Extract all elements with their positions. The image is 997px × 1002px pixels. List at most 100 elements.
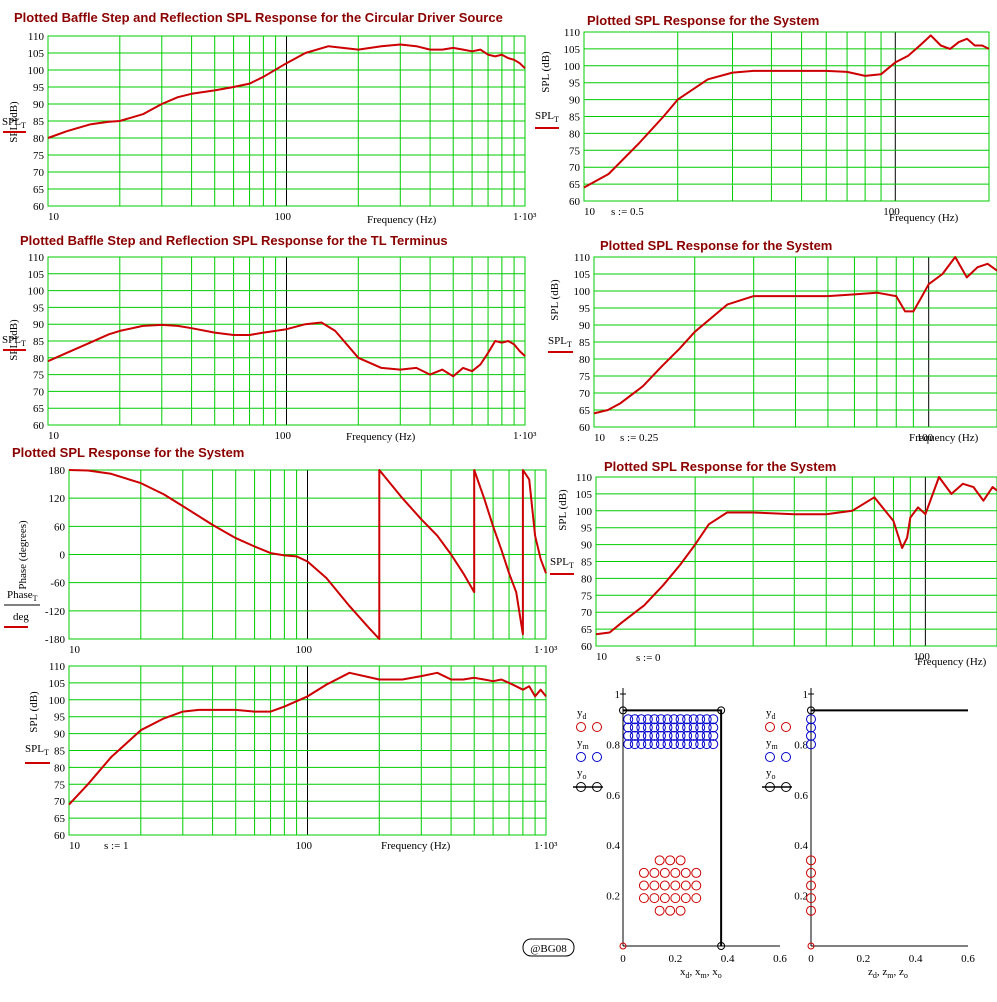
y-tick-label: 0.2 xyxy=(606,891,620,903)
legend-label: SPLT xyxy=(2,334,26,348)
legend-marker-m xyxy=(593,753,602,762)
x-tick-label: 10 xyxy=(594,432,606,444)
y-tick-label: 90 xyxy=(569,95,581,107)
y-tick-label: -120 xyxy=(45,606,66,618)
chart-title: Plotted Baffle Step and Reflection SPL R… xyxy=(14,10,503,25)
y-tick-label: 100 xyxy=(576,506,593,518)
y-tick-label: 95 xyxy=(579,303,591,315)
x-axis-label: zd, zm, zo xyxy=(868,966,908,980)
marker-d xyxy=(676,906,685,915)
y-tick-label: 110 xyxy=(28,252,45,264)
legend-label: SPLT xyxy=(25,743,49,757)
y-tick-label: 110 xyxy=(574,252,591,264)
note: s := 1 xyxy=(104,840,129,852)
legend-marker-m xyxy=(766,753,775,762)
y-tick-label: 85 xyxy=(581,557,593,569)
y-tick-label: 90 xyxy=(579,320,591,332)
legend-marker-m xyxy=(577,753,586,762)
y-tick-label: 0.6 xyxy=(794,790,808,802)
marker-d xyxy=(655,856,664,865)
y-tick-label: 100 xyxy=(564,61,581,73)
x-tick-label: 0 xyxy=(808,953,814,965)
y-tick-label: 70 xyxy=(581,607,593,619)
y-tick-label: 60 xyxy=(33,201,45,213)
x-tick-label: 1·10³ xyxy=(513,430,537,442)
y-tick-label: 90 xyxy=(33,319,45,331)
y-tick-label: 80 xyxy=(54,762,66,774)
legend-label: SPLT xyxy=(2,116,26,130)
y-tick-label: 105 xyxy=(28,48,45,60)
y-tick-label: 80 xyxy=(33,133,45,145)
marker-m xyxy=(709,723,718,732)
marker-d xyxy=(692,881,701,890)
y-tick-label: 105 xyxy=(574,269,591,281)
x-tick-label: 0.2 xyxy=(668,953,682,965)
y-axis-label: Phase (degrees) xyxy=(17,520,29,590)
x-tick-label: 0.2 xyxy=(856,953,870,965)
y-tick-label: 110 xyxy=(576,472,593,484)
y-tick-label: 90 xyxy=(33,99,45,111)
legend-marker-d xyxy=(782,723,791,732)
x-tick-label: 10 xyxy=(69,644,81,656)
x-tick-label: 10 xyxy=(584,206,596,218)
y-tick-label: 0 xyxy=(60,550,66,562)
x-tick-label: 10 xyxy=(48,430,60,442)
chart-title: Plotted SPL Response for the System xyxy=(600,238,832,253)
y-tick-label: 70 xyxy=(569,162,581,174)
legend-label: SPLT xyxy=(550,556,574,570)
marker-d xyxy=(655,906,664,915)
marker-d xyxy=(692,894,701,903)
marker-d xyxy=(681,868,690,877)
y-tick-label: 100 xyxy=(574,286,591,298)
y-tick-label: 0.8 xyxy=(606,739,620,751)
legend-marker-d xyxy=(766,723,775,732)
marker-m xyxy=(709,740,718,749)
y-tick-label: 0.4 xyxy=(794,840,808,852)
y-tick-label: 110 xyxy=(49,661,66,673)
y-tick-label: 110 xyxy=(564,27,581,39)
y-tick-label: 105 xyxy=(49,678,66,690)
chart-title: Plotted SPL Response for the System xyxy=(587,13,819,28)
y-tick-label: 70 xyxy=(33,167,45,179)
y-tick-label: 60 xyxy=(579,422,591,434)
y-tick-label: 120 xyxy=(49,493,66,505)
svg-text:yo: yo xyxy=(766,767,776,781)
x-tick-label: 10 xyxy=(596,651,608,663)
y-axis-label: SPL (dB) xyxy=(540,51,552,93)
marker-m xyxy=(709,731,718,740)
y-tick-label: 85 xyxy=(33,116,45,128)
y-tick-label: 65 xyxy=(569,179,581,191)
legend-label: PhaseT xyxy=(7,589,38,603)
y-tick-label: 70 xyxy=(579,388,591,400)
x-tick-label: 0 xyxy=(620,953,626,965)
y-tick-label: 180 xyxy=(49,465,66,477)
y-tick-label: 60 xyxy=(581,641,593,653)
marker-d xyxy=(671,868,680,877)
svg-text:ym: ym xyxy=(766,737,779,751)
svg-text:yd: yd xyxy=(766,707,776,721)
x-axis-label: Frequency (Hz) xyxy=(889,212,959,224)
y-tick-label: 75 xyxy=(569,145,581,157)
y-tick-label: 65 xyxy=(581,624,593,636)
x-axis-label: Frequency (Hz) xyxy=(367,214,437,226)
y-tick-label: 80 xyxy=(569,128,581,140)
marker-m xyxy=(709,715,718,724)
marker-d xyxy=(676,856,685,865)
y-tick-label: 75 xyxy=(579,371,591,383)
scatter-legend: yd ym yo xyxy=(573,707,603,792)
marker-d xyxy=(650,881,659,890)
y-tick-label: -180 xyxy=(45,634,66,646)
y-tick-label: 75 xyxy=(581,590,593,602)
y-tick-label: 85 xyxy=(33,336,45,348)
marker-d xyxy=(660,881,669,890)
